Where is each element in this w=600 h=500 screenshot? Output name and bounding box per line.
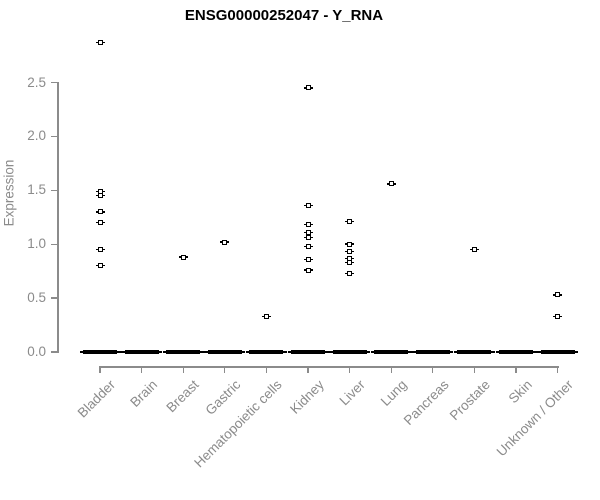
y-tick-label: 1.0: [27, 236, 46, 252]
x-axis-tick: [390, 366, 392, 373]
y-tick-label: 0.0: [27, 344, 46, 359]
x-axis-tick: [556, 366, 559, 373]
zero-expression-cluster: [204, 349, 246, 355]
y-tick-label: 0.5: [27, 290, 46, 306]
data-point: [345, 219, 355, 225]
data-point: [345, 260, 355, 266]
data-point: [95, 220, 105, 226]
y-axis-tick: [51, 81, 58, 84]
zero-expression-cluster: [537, 349, 579, 355]
x-category-label: Prostate: [446, 377, 494, 424]
x-category-label: Skin: [505, 377, 535, 407]
data-point: [303, 202, 313, 208]
x-category-label: Kidney: [286, 377, 327, 417]
y-tick-label: 1.5: [27, 182, 46, 198]
x-axis-tick: [99, 366, 101, 373]
y-axis-tick: [51, 243, 58, 245]
data-point: [303, 256, 313, 262]
data-point: [261, 313, 271, 319]
x-axis-tick: [182, 366, 184, 373]
x-category-label: Lung: [377, 377, 410, 409]
y-tick-label: 2.0: [27, 128, 46, 144]
data-point: [95, 247, 105, 253]
x-category-label: Pancreas: [400, 377, 452, 428]
data-point: [303, 267, 313, 273]
data-point: [553, 292, 563, 298]
data-point: [345, 241, 355, 247]
data-point: [95, 40, 105, 46]
zero-expression-cluster: [370, 349, 412, 355]
data-point: [303, 243, 313, 249]
data-point: [469, 247, 479, 253]
zero-expression-cluster: [495, 349, 537, 355]
x-axis-tick: [473, 366, 476, 373]
zero-expression-cluster: [329, 349, 371, 355]
data-point: [95, 209, 105, 215]
data-point: [345, 249, 355, 255]
y-axis-line: [57, 82, 59, 353]
data-point: [303, 229, 313, 235]
zero-expression-cluster: [121, 349, 163, 355]
x-category-label: Gastric: [202, 377, 244, 418]
x-axis-tick: [265, 366, 268, 373]
data-point: [178, 254, 188, 260]
zero-expression-cluster: [79, 349, 121, 355]
x-category-label: Unknown / Other: [493, 377, 577, 460]
x-category-label: Bladder: [75, 377, 119, 421]
zero-expression-cluster: [245, 349, 287, 355]
data-point: [386, 181, 396, 187]
x-axis-tick: [515, 366, 517, 373]
x-axis-tick: [348, 366, 351, 373]
data-point: [95, 193, 105, 199]
data-point: [95, 263, 105, 269]
zero-expression-cluster: [162, 349, 204, 355]
y-tick-label: 2.5: [27, 74, 46, 90]
y-axis-tick: [51, 351, 58, 353]
y-axis-tick: [51, 135, 58, 138]
data-point: [303, 235, 313, 241]
chart-title: ENSG00000252047 - Y_RNA: [184, 7, 384, 24]
x-axis-line: [99, 366, 559, 368]
x-axis-tick: [224, 366, 226, 373]
data-point: [303, 85, 313, 91]
zero-expression-cluster: [453, 349, 495, 355]
x-axis-tick: [307, 366, 309, 373]
x-axis-tick: [140, 366, 143, 373]
y-axis-tick: [51, 297, 58, 299]
y-axis-tick: [51, 189, 58, 191]
x-category-label: Brain: [127, 377, 161, 410]
x-axis-tick: [432, 366, 434, 373]
data-point: [220, 239, 230, 245]
data-point: [303, 222, 313, 228]
data-point: [553, 313, 563, 319]
zero-expression-cluster: [412, 349, 454, 355]
x-category-label: Breast: [163, 377, 202, 416]
zero-expression-cluster: [287, 349, 329, 355]
x-category-label: Liver: [336, 377, 369, 409]
data-point: [345, 270, 355, 276]
